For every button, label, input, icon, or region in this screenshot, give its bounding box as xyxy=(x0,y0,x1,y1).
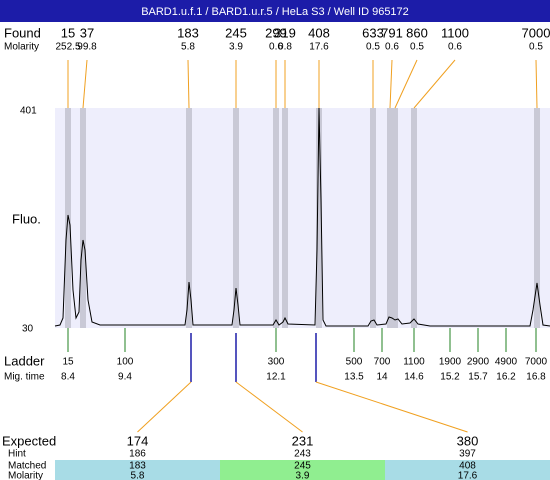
found-size: 37 xyxy=(80,25,94,40)
found-molarity: 0.6 xyxy=(385,42,399,53)
found-molarity: 0.6 xyxy=(269,42,283,53)
expected-cell: 245 xyxy=(294,461,311,472)
expected-cell: 3.9 xyxy=(296,471,310,480)
ladder-size: 1900 xyxy=(439,357,462,368)
found-size: 15 xyxy=(61,25,75,40)
title-bar xyxy=(0,0,550,22)
expected-cell: 243 xyxy=(294,449,311,460)
ladder-time: 15.7 xyxy=(468,372,488,383)
ladder-size: 100 xyxy=(117,357,134,368)
found-molarity: 17.6 xyxy=(309,42,329,53)
ladder-time: 15.2 xyxy=(440,372,460,383)
found-molarity: 3.9 xyxy=(229,42,243,53)
y-top-label: 401 xyxy=(20,106,37,117)
expected-cell: 186 xyxy=(129,449,146,460)
found-size: 7000 xyxy=(522,25,550,40)
peak-connector xyxy=(535,59,538,109)
title: BARD1.u.f.1 / BARD1.u.r.5 / HeLa S3 / We… xyxy=(141,6,409,18)
ladder-time: 8.4 xyxy=(61,372,75,383)
expected-cell: 5.8 xyxy=(131,471,145,480)
found-molarity: 5.8 xyxy=(181,42,195,53)
peak-band xyxy=(316,108,322,328)
peak-band xyxy=(186,108,192,328)
ladder-time: 16.2 xyxy=(496,372,516,383)
ladder-time: 9.4 xyxy=(118,372,132,383)
matched-bg xyxy=(385,460,550,480)
found-size: 860 xyxy=(406,25,428,40)
found-molarity: 0.8 xyxy=(278,42,292,53)
peak-connector xyxy=(187,59,190,109)
expected-cell: 231 xyxy=(292,433,314,448)
found-size: 183 xyxy=(177,25,199,40)
ladder-time: 14.6 xyxy=(404,372,424,383)
found-size: 319 xyxy=(274,25,296,40)
ladder-time: 16.8 xyxy=(526,372,546,383)
ladder-size: 2900 xyxy=(467,357,490,368)
match-connector xyxy=(235,381,303,433)
found-molarity: 0.5 xyxy=(410,42,424,53)
peak-band xyxy=(233,108,239,328)
ladder-time: 13.5 xyxy=(344,372,364,383)
matched-bg xyxy=(220,460,385,480)
found-molarity: 99.8 xyxy=(77,42,97,53)
expected-cell: 17.6 xyxy=(458,471,478,480)
ladder-size: 300 xyxy=(268,357,285,368)
ladder-size: 4900 xyxy=(495,357,518,368)
expected-cell: 408 xyxy=(459,461,476,472)
trace xyxy=(54,107,550,327)
peak-band xyxy=(534,108,540,328)
found-size: 408 xyxy=(308,25,330,40)
expected-cell: 380 xyxy=(457,433,479,448)
expected-cell: 183 xyxy=(129,461,146,472)
y-bottom-label: 30 xyxy=(22,324,34,335)
ladder-time: 14 xyxy=(376,372,388,383)
expected-cell: 174 xyxy=(127,433,149,448)
peak-connector xyxy=(413,59,456,109)
ladder-time: 12.1 xyxy=(266,372,286,383)
molarity-label: Molarity xyxy=(4,42,39,53)
found-molarity: 252.5 xyxy=(55,42,80,53)
found-label: Found xyxy=(4,25,41,40)
found-size: 299 xyxy=(265,25,287,40)
peak-band xyxy=(370,108,376,328)
ladder-size: 700 xyxy=(374,357,391,368)
expected-row-label: Expected xyxy=(2,433,56,448)
plot-area xyxy=(55,108,550,328)
peak-band xyxy=(411,108,417,328)
mig-time-label: Mig. time xyxy=(4,372,45,383)
match-connector xyxy=(315,381,468,433)
expected-row-label: Matched xyxy=(8,461,46,472)
expected-row-label: Hint xyxy=(8,449,26,460)
found-size: 245 xyxy=(225,25,247,40)
peak-connector xyxy=(82,59,88,109)
peak-connector xyxy=(389,59,393,109)
ladder-size: 500 xyxy=(346,357,363,368)
peak-band xyxy=(273,108,279,328)
peak-band xyxy=(80,108,86,328)
found-size: 791 xyxy=(381,25,403,40)
peak-band xyxy=(392,108,398,328)
matched-bg xyxy=(55,460,220,480)
ladder-size: 7000 xyxy=(525,357,548,368)
peak-connector xyxy=(394,59,418,109)
y-axis-label: Fluo. xyxy=(12,211,41,226)
found-molarity: 0.5 xyxy=(366,42,380,53)
found-size: 633 xyxy=(362,25,384,40)
ladder-label: Ladder xyxy=(4,353,45,368)
found-size: 1100 xyxy=(441,25,469,40)
found-molarity: 0.6 xyxy=(448,42,462,53)
found-molarity: 0.5 xyxy=(529,42,543,53)
expected-row-label: Molarity xyxy=(8,471,43,480)
ladder-size: 1100 xyxy=(403,357,425,368)
match-connector xyxy=(137,381,192,433)
ladder-size: 15 xyxy=(62,357,74,368)
expected-cell: 397 xyxy=(459,449,476,460)
peak-band xyxy=(282,108,288,328)
peak-band xyxy=(387,108,393,328)
